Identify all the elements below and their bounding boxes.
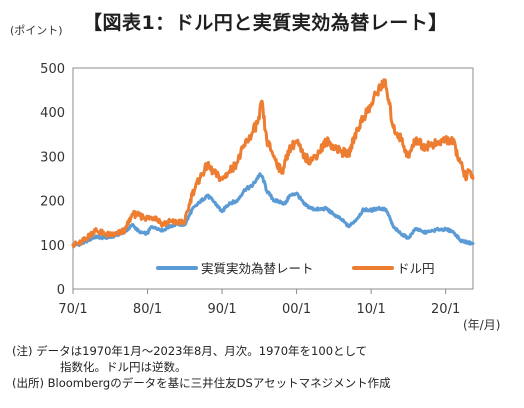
x-axis: 70/1 80/1 90/1 00/1 10/1 20/1 <box>58 289 460 317</box>
y-tick-label: 0 <box>57 283 65 298</box>
plot-area-frame <box>72 67 474 290</box>
legend-label: 実質実効為替レート <box>201 261 314 276</box>
series-line-1 <box>71 172 475 247</box>
y-axis-unit-label: (ポイント) <box>10 24 63 37</box>
footnotes: (注) データは1970年1月～2023年8月、月次。1970年を100として … <box>12 343 391 391</box>
x-tick-label: 00/1 <box>282 302 311 317</box>
y-tick-label: 200 <box>40 195 65 210</box>
line-chart: 0 100 200 300 400 500 70/1 80/1 90/1 00/1 10/1 20/… <box>40 62 475 317</box>
x-tick-label: 20/1 <box>431 302 460 317</box>
x-tick-label: 90/1 <box>207 302 236 317</box>
y-tick-label: 300 <box>40 150 65 165</box>
note-line-2: 指数化。ドル円は逆数。 <box>60 360 187 374</box>
series-line-2 <box>71 78 475 249</box>
source-line: (出所) Bloombergのデータを基に三井住友DSアセットマネジメント作成 <box>12 376 391 390</box>
x-tick-label: 10/1 <box>357 302 386 317</box>
y-tick-label: 500 <box>40 62 65 77</box>
legend: 実質実効為替レート ドル円 <box>156 261 435 276</box>
legend-label: ドル円 <box>397 261 435 276</box>
note-line-1: (注) データは1970年1月～2023年8月、月次。1970年を100として <box>12 344 368 358</box>
y-tick-label: 400 <box>40 106 65 121</box>
x-tick-label: 70/1 <box>58 302 87 317</box>
y-tick-label: 100 <box>40 239 65 254</box>
x-axis-unit-label: (年/月) <box>463 318 501 332</box>
chart-title: 【図表1：ドル円と実質実効為替レート】 <box>83 12 448 34</box>
x-tick-label: 80/1 <box>133 302 162 317</box>
series-lines <box>71 78 475 249</box>
chart-header: 【図表1：ドル円と実質実効為替レート】 <box>0 6 524 36</box>
y-axis: 0 100 200 300 400 500 <box>40 62 65 298</box>
